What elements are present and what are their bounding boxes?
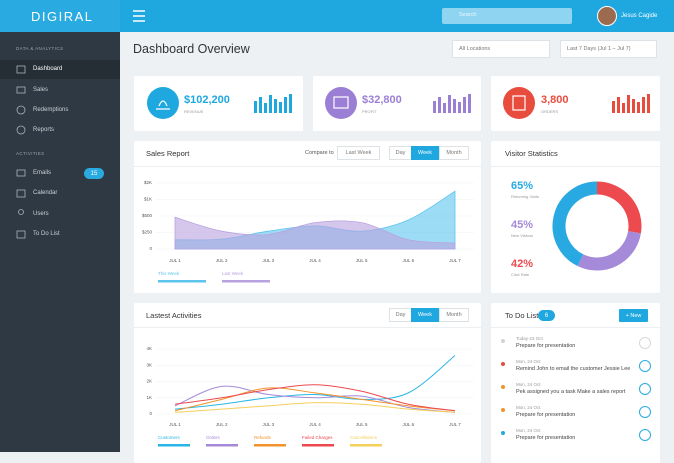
stat-value: $102,200 bbox=[184, 94, 230, 106]
avatar[interactable] bbox=[597, 6, 617, 26]
todo-text: Pek assigned you a task Make a sales rep… bbox=[516, 389, 626, 395]
user-name[interactable]: Jesus Cagide bbox=[621, 13, 658, 19]
todo-text: Prepare for presentation bbox=[516, 343, 576, 349]
todo-count: 6 bbox=[538, 310, 555, 321]
location-filter[interactable]: All Locations bbox=[452, 40, 550, 58]
new-button[interactable]: + New bbox=[619, 309, 648, 322]
todo-check[interactable] bbox=[639, 406, 651, 418]
nav-item[interactable]: To Do List bbox=[33, 231, 60, 237]
todo-dot bbox=[501, 362, 505, 366]
nav-item[interactable]: Emails bbox=[33, 170, 52, 176]
stat-decorations bbox=[147, 87, 650, 119]
todo-date: Mon, 24 Oct bbox=[516, 428, 541, 433]
sales-card bbox=[134, 141, 481, 293]
brand-bar bbox=[0, 0, 120, 32]
todo-text: Remind John to email the customer Jessie… bbox=[516, 366, 631, 372]
stat-label: ORDERS bbox=[541, 109, 559, 114]
nav-item[interactable]: Sales bbox=[33, 87, 49, 93]
stat-label: REVENUE bbox=[184, 109, 204, 114]
search-placeholder: Search bbox=[459, 12, 477, 18]
card-title: Sales Report bbox=[146, 149, 190, 158]
nav-item[interactable]: Reports bbox=[33, 127, 55, 133]
tab[interactable]: Month bbox=[439, 308, 469, 322]
menu-button[interactable] bbox=[130, 8, 148, 24]
card-title: Lastest Activities bbox=[146, 311, 202, 320]
nav-icons bbox=[16, 65, 26, 239]
todo-date: Mon, 24 Oct bbox=[516, 382, 541, 387]
todo-check[interactable] bbox=[639, 337, 651, 349]
todo-dot bbox=[501, 339, 505, 343]
tab[interactable]: Week bbox=[411, 146, 439, 160]
todo-card bbox=[491, 303, 660, 463]
nav-item[interactable]: Dashboard bbox=[33, 66, 63, 72]
tab[interactable]: Day bbox=[389, 308, 412, 322]
visitor-card bbox=[491, 141, 660, 293]
todo-check[interactable] bbox=[639, 383, 651, 395]
tab[interactable]: Day bbox=[389, 146, 412, 160]
todo-dot bbox=[501, 385, 505, 389]
todo-date: Mon, 24 Oct bbox=[516, 359, 541, 364]
todo-check[interactable] bbox=[639, 429, 651, 441]
section-title: DATA & ANALYTICS bbox=[16, 46, 64, 51]
divider bbox=[134, 166, 481, 167]
divider bbox=[491, 327, 660, 328]
nav-item[interactable]: Calendar bbox=[33, 190, 58, 196]
nav-item[interactable]: Redemptions bbox=[33, 107, 69, 113]
compare-label: Compare to bbox=[305, 150, 334, 156]
brand: DIGIRAL bbox=[31, 9, 94, 24]
todo-dot bbox=[501, 431, 505, 435]
nav-item[interactable]: Users bbox=[33, 211, 49, 217]
todo-dot bbox=[501, 408, 505, 412]
date-filter[interactable]: Last 7 Days (Jul 1 – Jul 7) bbox=[560, 40, 657, 58]
todo-date: Today-23 Oct bbox=[516, 336, 543, 341]
todo-text: Prepare for presentation bbox=[516, 412, 576, 418]
card-title: To Do List bbox=[505, 311, 539, 320]
search-box[interactable] bbox=[442, 8, 572, 24]
topbar bbox=[120, 0, 674, 32]
stat-value: $32,800 bbox=[362, 94, 402, 106]
compare-select[interactable]: Last Week bbox=[337, 146, 380, 160]
divider bbox=[491, 166, 660, 167]
tab[interactable]: Month bbox=[439, 146, 469, 160]
active-row bbox=[0, 60, 120, 79]
stat-label: PROFIT bbox=[362, 109, 377, 114]
tab[interactable]: Week bbox=[411, 308, 439, 322]
email-badge: 15 bbox=[84, 168, 104, 179]
divider bbox=[134, 327, 481, 328]
page-title: Dashboard Overview bbox=[133, 42, 250, 56]
todo-date: Mon, 24 Oct bbox=[516, 405, 541, 410]
todo-text: Prepare for presentation bbox=[516, 435, 576, 441]
section-title: ACTIVITIES bbox=[16, 151, 45, 156]
stat-value: 3,800 bbox=[541, 94, 569, 106]
card-title: Visitor Statistics bbox=[505, 149, 558, 158]
todo-check[interactable] bbox=[639, 360, 651, 372]
